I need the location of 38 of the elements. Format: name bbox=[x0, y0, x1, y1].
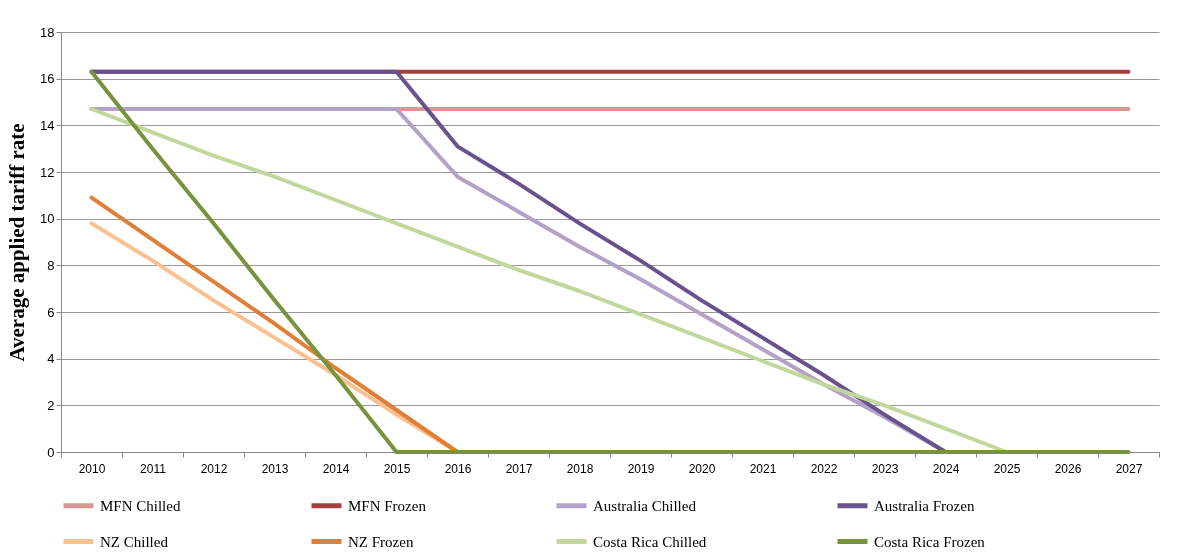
x-tick-label: 2018 bbox=[566, 461, 594, 476]
y-tick-label: 8 bbox=[47, 257, 55, 273]
x-tick-label: 2019 bbox=[627, 461, 655, 476]
x-tick-label: 2020 bbox=[688, 461, 716, 476]
y-tick-label: 6 bbox=[47, 304, 55, 320]
y-tick-label: 12 bbox=[40, 164, 55, 180]
y-axis-title: Average applied tariff rate bbox=[5, 123, 30, 362]
x-tick-label: 2012 bbox=[200, 461, 228, 476]
y-tick-label: 18 bbox=[40, 24, 55, 40]
legend-label: MFN Frozen bbox=[348, 497, 427, 514]
x-tick-label: 2021 bbox=[749, 461, 777, 476]
legend-label: NZ Frozen bbox=[348, 533, 414, 550]
x-tick-label: 2010 bbox=[78, 461, 106, 476]
y-tick-label: 10 bbox=[40, 211, 55, 227]
x-tick-label: 2017 bbox=[505, 461, 533, 476]
x-tick-label: 2015 bbox=[383, 461, 411, 476]
legend-label: Australia Frozen bbox=[874, 497, 975, 514]
x-tick-label: 2014 bbox=[322, 461, 350, 476]
x-tick-label: 2011 bbox=[140, 461, 167, 476]
x-tick-label: 2024 bbox=[932, 461, 960, 476]
x-tick-label: 2016 bbox=[444, 461, 472, 476]
y-tick-label: 4 bbox=[47, 351, 55, 367]
x-tick-label: 2013 bbox=[261, 461, 289, 476]
legend-label: Costa Rica Frozen bbox=[874, 533, 986, 550]
legend-label: Costa Rica Chilled bbox=[593, 533, 707, 550]
x-tick-label: 2023 bbox=[871, 461, 899, 476]
x-tick-label: 2026 bbox=[1054, 461, 1082, 476]
x-tick-label: 2022 bbox=[810, 461, 838, 476]
y-tick-label: 0 bbox=[47, 444, 55, 460]
y-tick-label: 16 bbox=[40, 71, 55, 87]
line-series bbox=[89, 69, 1131, 454]
legend-label: MFN Chilled bbox=[100, 497, 181, 514]
y-tick-label: 14 bbox=[40, 117, 55, 133]
y-tick-label: 2 bbox=[47, 397, 55, 413]
x-tick-label: 2025 bbox=[993, 461, 1021, 476]
x-tick-label: 2027 bbox=[1115, 461, 1143, 476]
legend-label: NZ Chilled bbox=[100, 533, 169, 550]
legend-label: Australia Chilled bbox=[593, 497, 697, 514]
